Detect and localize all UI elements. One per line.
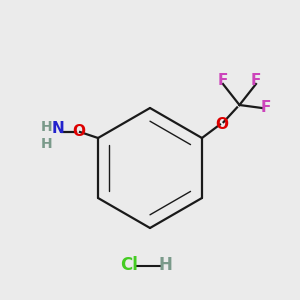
Text: N: N	[52, 122, 65, 136]
Text: H: H	[158, 256, 172, 274]
Text: F: F	[261, 100, 271, 116]
Text: F: F	[251, 73, 261, 88]
Text: F: F	[218, 73, 228, 88]
Text: H: H	[41, 121, 53, 134]
Text: H: H	[41, 137, 53, 151]
Text: O: O	[215, 117, 228, 132]
Text: Cl: Cl	[120, 256, 138, 274]
Text: O: O	[72, 124, 85, 140]
